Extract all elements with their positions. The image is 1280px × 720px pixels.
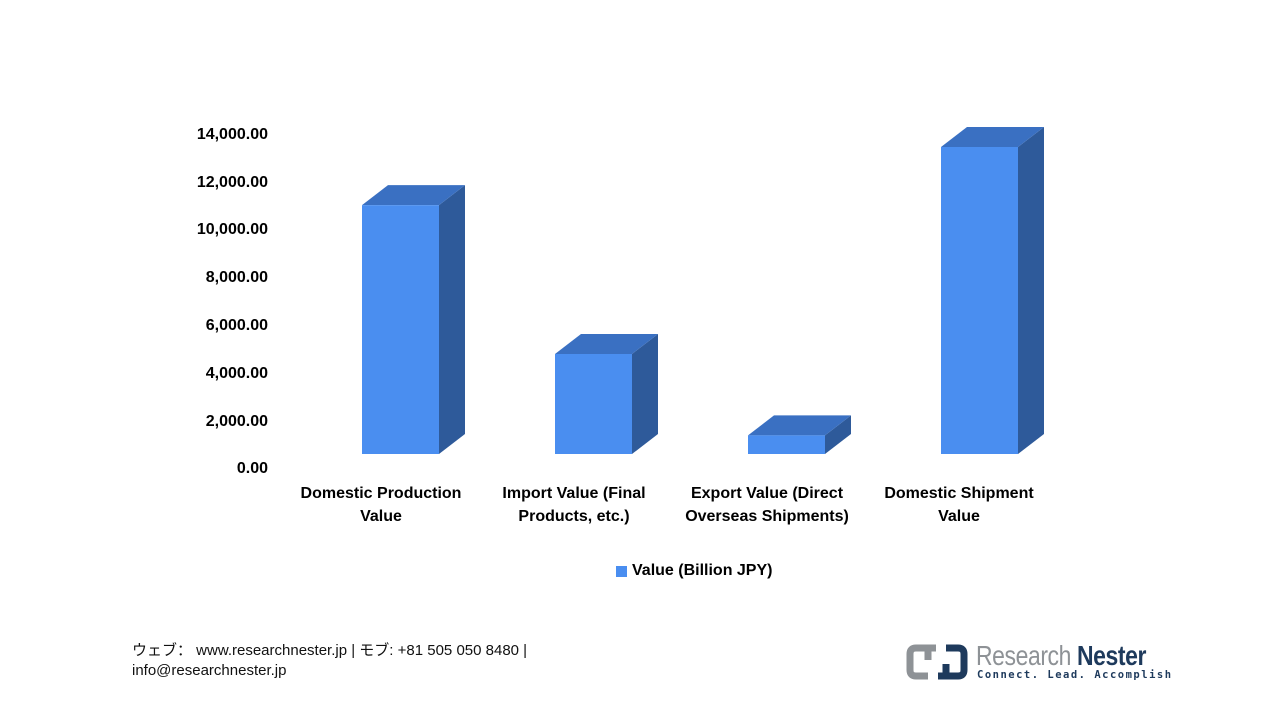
footer-contact: ウェブ： www.researchnester.jp | モブ: +81 505… xyxy=(132,641,527,681)
y-tick-label: 12,000.00 xyxy=(196,174,268,191)
footer-web-phone: ウェブ： www.researchnester.jp | モブ: +81 505… xyxy=(132,642,528,659)
bar xyxy=(555,333,658,454)
footer-email: info@researchnester.jp xyxy=(132,662,287,679)
research-nester-logo: Research Nester Connect. Lead. Accomplis… xyxy=(906,640,1171,684)
x-category-label: Export Value (Direct Overseas Shipments) xyxy=(685,485,849,525)
legend-label: Value (Billion JPY) xyxy=(632,562,773,579)
y-tick-label: 0.00 xyxy=(236,460,268,477)
x-category-label: Domestic Production Value xyxy=(300,485,462,525)
bar xyxy=(748,415,851,454)
y-tick-label: 4,000.00 xyxy=(205,365,268,382)
legend-swatch xyxy=(616,565,627,577)
x-category-label: Domestic Shipment Value xyxy=(884,485,1034,525)
x-category-label: Import Value (Final Products, etc.) xyxy=(502,485,646,525)
y-tick-label: 10,000.00 xyxy=(196,221,268,238)
bar xyxy=(941,127,1044,454)
y-tick-label: 14,000.00 xyxy=(196,126,268,143)
y-tick-label: 6,000.00 xyxy=(205,317,268,334)
logo-wordmark: Research Nester xyxy=(976,640,1146,671)
logo-mark-icon xyxy=(906,644,968,680)
y-tick-label: 8,000.00 xyxy=(205,269,268,286)
bar xyxy=(362,185,465,455)
y-tick-label: 2,000.00 xyxy=(205,413,268,430)
logo-tagline: Connect. Lead. Accomplish xyxy=(977,669,1173,681)
chart-legend: Value (Billion JPY) xyxy=(616,562,772,580)
